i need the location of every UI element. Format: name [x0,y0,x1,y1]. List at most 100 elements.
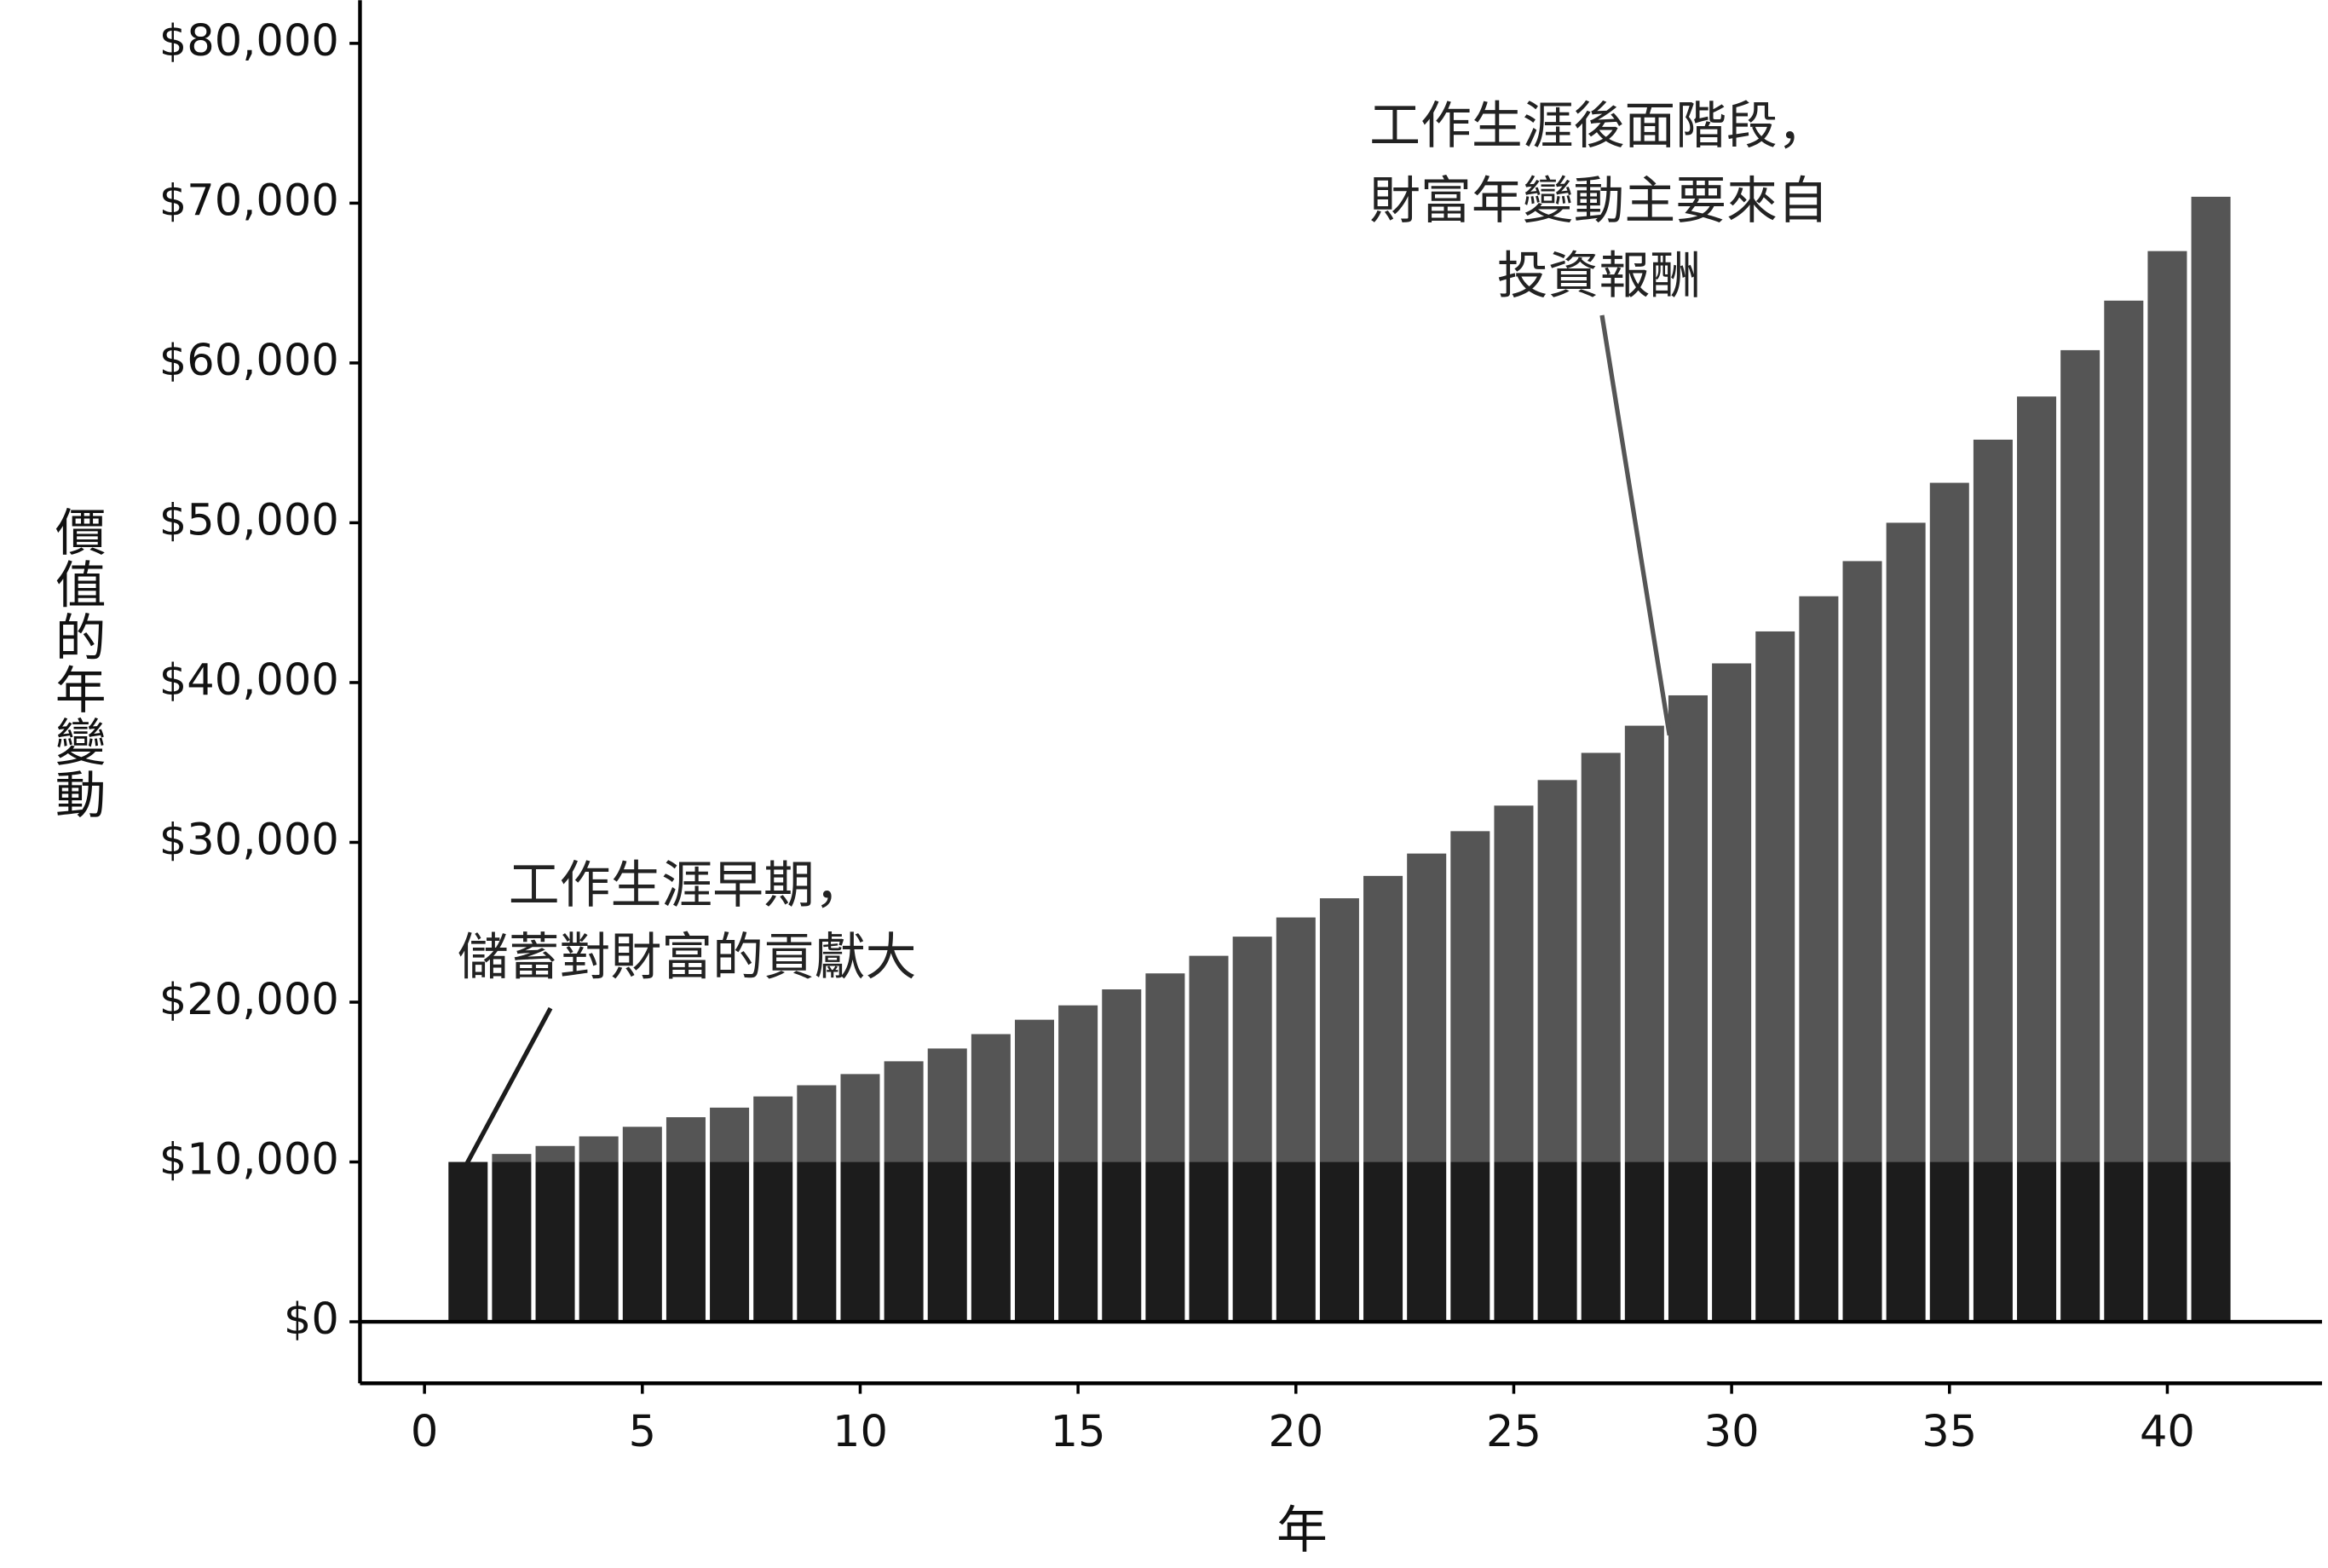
bar-segment [579,1136,619,1162]
bar-segment [1276,1162,1316,1323]
annotation-text: 工作生涯早期， [509,856,866,915]
bar-segment [1973,439,2013,1162]
bar-segment [1407,853,1447,1162]
bar-segment [1581,752,1621,1162]
bar-segment [535,1145,575,1162]
y-tick-label: $30,000 [159,815,339,865]
bar-segment [1102,989,1142,1162]
bar-segment [1624,1162,1664,1323]
bar-segment [753,1162,793,1323]
bar-segment [579,1162,619,1323]
bar-segment [1886,522,1926,1162]
x-tick-label: 10 [833,1407,888,1457]
x-tick-label: 20 [1268,1407,1323,1457]
bar-segment [1276,917,1316,1162]
bar-segment [710,1162,750,1323]
bar-segment [1929,1162,1969,1323]
bar-segment [2191,196,2231,1162]
y-tick-label: $20,000 [159,975,339,1025]
bar-segment [2147,1162,2187,1323]
annotation-text: 財富年變動主要來自 [1369,171,1829,231]
annotation-text: 投資報酬 [1497,246,1701,306]
bar-segment [1232,937,1272,1162]
bar-segment [622,1162,662,1323]
bar-segment [1189,955,1229,1162]
bar-segment [1014,1162,1055,1323]
bar-segment [840,1162,880,1323]
bar-segment [1712,663,1752,1162]
bar-segment [535,1162,575,1323]
bar-segment [1973,1162,2013,1323]
bar-segment [2104,300,2144,1162]
bar-segment [971,1162,1011,1323]
bar-segment [1014,1019,1055,1162]
bar-segment [1842,1162,1882,1323]
bar-segment [1624,725,1664,1162]
bar-segment [1058,1005,1098,1162]
bar-segment [1537,1162,1577,1323]
x-tick-label: 40 [2140,1407,2195,1457]
bar-segment [1755,1162,1795,1323]
y-tick-label: $0 [284,1294,339,1345]
y-tick-label: $50,000 [159,495,339,545]
bar-segment [1494,1162,1534,1323]
annotation-pointer [1599,314,1672,736]
x-tick-label: 25 [1486,1407,1541,1457]
bar-segment [1450,1162,1490,1323]
bar-segment [666,1117,706,1162]
bar-segment [2017,396,2057,1162]
bar-segment [927,1162,967,1323]
x-tick-label: 0 [411,1407,438,1457]
x-tick-label: 35 [1922,1407,1977,1457]
bar-segment [1537,780,1577,1162]
bar-segment [1494,805,1534,1162]
bar-segment [753,1096,793,1162]
bar-segment [884,1061,924,1162]
bar-segment [2060,1162,2100,1323]
bar-segment [1668,695,1708,1162]
bar-segment [492,1162,532,1323]
y-tick-label: $70,000 [159,176,339,226]
y-axis-label: 價值的年變動 [47,505,107,821]
bar-segment [1319,898,1359,1162]
x-tick-label: 15 [1051,1407,1106,1457]
bar-segment [1450,831,1490,1162]
bar-segment [622,1127,662,1162]
y-tick-label: $60,000 [159,336,339,386]
y-tick-label: $80,000 [159,16,339,66]
bar-segment [666,1162,706,1323]
annotation-text: 工作生涯後面階段， [1369,96,1829,156]
bar-segment [1712,1162,1752,1323]
bar-segment [1407,1162,1447,1323]
bar-segment [2017,1162,2057,1323]
bar-segment [1886,1162,1926,1323]
y-tick-label: $10,000 [159,1135,339,1185]
bar-segment [1319,1162,1359,1323]
bar-segment [927,1048,967,1162]
x-tick-label: 30 [1704,1407,1760,1457]
bar-segment [1799,596,1839,1162]
bar-segment [1668,1162,1708,1323]
bar-segment [2104,1162,2144,1323]
bar-segment [840,1074,880,1162]
bar-segment [1189,1162,1229,1323]
bar-segment [1363,875,1403,1162]
x-tick-label: 5 [629,1407,656,1457]
bar-segment [1102,1162,1142,1323]
bar-segment [1145,1162,1185,1323]
bar-segment [1799,1162,1839,1323]
bar-segment [1058,1162,1098,1323]
bar-segment [1232,1162,1272,1323]
bar-segment [492,1154,532,1162]
bar-segment [2147,251,2187,1162]
annotation-pointer [464,1006,553,1166]
bar-segment [1145,973,1185,1162]
bar-segment [2060,349,2100,1162]
bar-segment [797,1085,837,1162]
y-tick-label: $40,000 [159,655,339,706]
bar-segment [1581,1162,1621,1323]
bar-segment [971,1034,1011,1162]
bar-segment [1363,1162,1403,1323]
